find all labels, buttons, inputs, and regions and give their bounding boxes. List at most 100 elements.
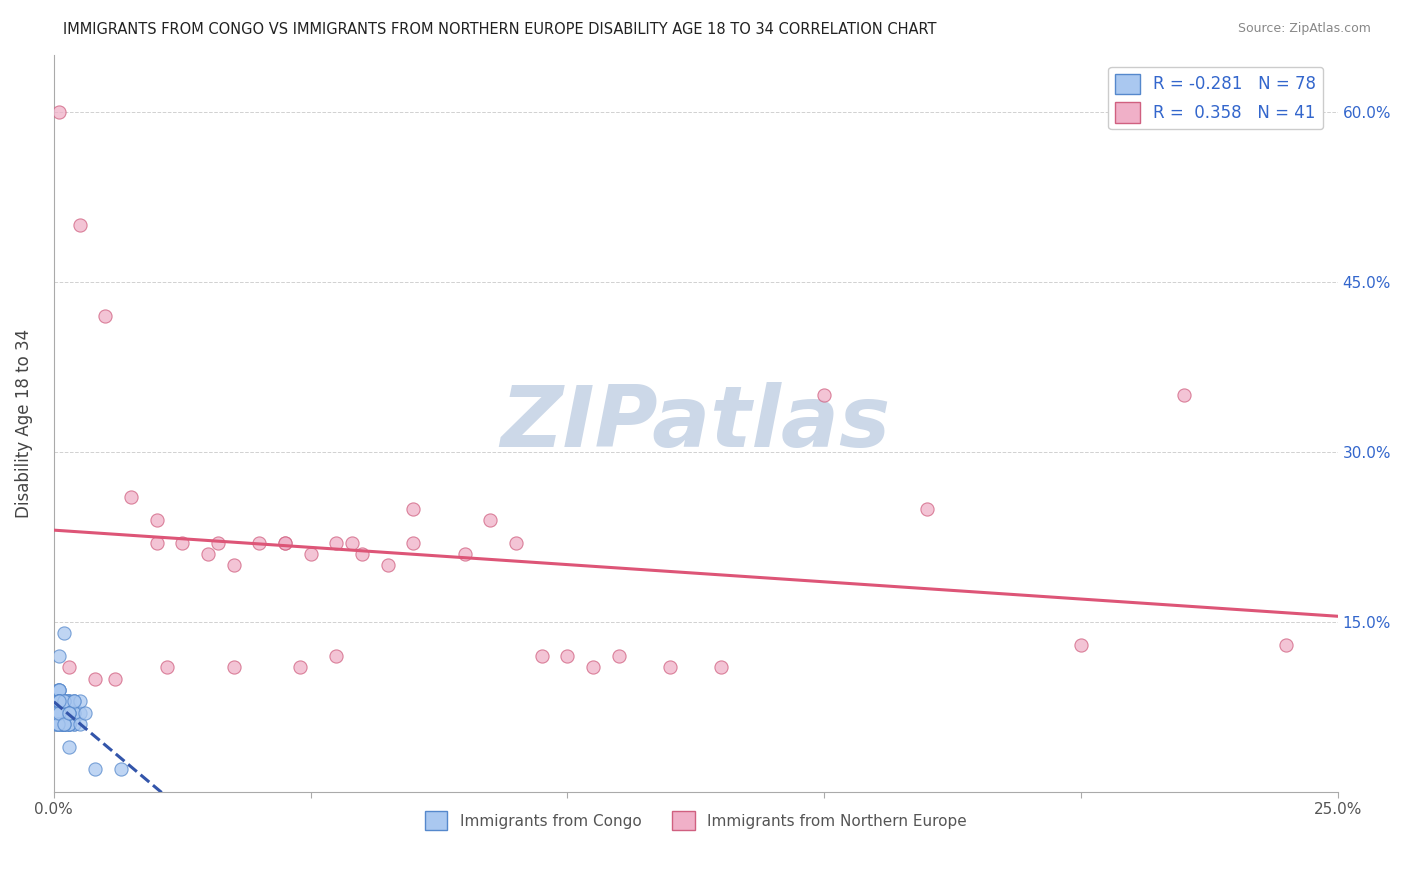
Point [58,660,80,674]
Point [51,706,73,720]
Point [53,717,76,731]
Point [45,717,67,731]
Point [53,717,76,731]
Point [46,694,69,708]
Point [402,535,425,549]
Point [53,717,76,731]
Point [505,535,527,549]
Point [73,706,96,720]
Point [145,513,167,527]
Point [84,672,107,686]
Point [58,717,80,731]
Text: Source: ZipAtlas.com: Source: ZipAtlas.com [1237,22,1371,36]
Point [48,706,70,720]
Point [207,535,229,549]
Point [222,660,245,674]
Point [156,660,179,674]
Point [45,706,67,720]
Point [453,547,475,561]
Text: IMMIGRANTS FROM CONGO VS IMMIGRANTS FROM NORTHERN EUROPE DISABILITY AGE 18 TO 34: IMMIGRANTS FROM CONGO VS IMMIGRANTS FROM… [63,22,936,37]
Point [46,717,69,731]
Point [58,706,80,720]
Point [48,682,70,697]
Point [53,717,76,731]
Point [69,717,91,731]
Point [63,694,86,708]
Point [145,535,167,549]
Point [48,694,70,708]
Point [48,682,70,697]
Point [222,558,245,573]
Point [58,739,80,754]
Point [58,706,80,720]
Point [63,717,86,731]
Point [1173,388,1195,402]
Point [325,535,347,549]
Point [48,706,70,720]
Point [582,660,605,674]
Point [63,694,86,708]
Point [53,694,76,708]
Point [299,547,322,561]
Point [813,388,835,402]
Point [55,717,77,731]
Point [60,706,83,720]
Point [53,694,76,708]
Point [46,694,69,708]
Point [45,694,67,708]
Point [45,717,67,731]
Point [53,694,76,708]
Point [46,706,69,720]
Point [69,706,91,720]
Point [94,309,117,323]
Point [45,694,67,708]
Point [69,218,91,232]
Point [49,694,72,708]
Point [45,706,67,720]
Point [53,706,76,720]
Point [607,648,630,663]
Point [46,706,69,720]
Point [45,706,67,720]
Point [110,762,132,776]
Point [247,535,270,549]
Point [48,706,70,720]
Point [58,706,80,720]
Point [52,717,75,731]
Point [58,717,80,731]
Point [51,706,73,720]
Point [58,706,80,720]
Point [58,717,80,731]
Point [58,694,80,708]
Point [58,694,80,708]
Point [377,558,399,573]
Point [104,672,127,686]
Point [530,648,553,663]
Point [402,501,425,516]
Point [48,648,70,663]
Point [58,694,80,708]
Point [49,717,72,731]
Point [350,547,373,561]
Point [915,501,938,516]
Point [46,717,69,731]
Point [1275,638,1298,652]
Point [197,547,219,561]
Point [53,706,76,720]
Point [53,694,76,708]
Point [49,717,72,731]
Point [479,513,502,527]
Point [58,717,80,731]
Point [48,694,70,708]
Point [55,694,77,708]
Point [58,706,80,720]
Point [172,535,194,549]
Point [659,660,682,674]
Point [48,694,70,708]
Point [53,626,76,640]
Point [325,648,347,663]
Point [290,660,312,674]
Point [1070,638,1092,652]
Point [51,717,73,731]
Point [274,535,297,549]
